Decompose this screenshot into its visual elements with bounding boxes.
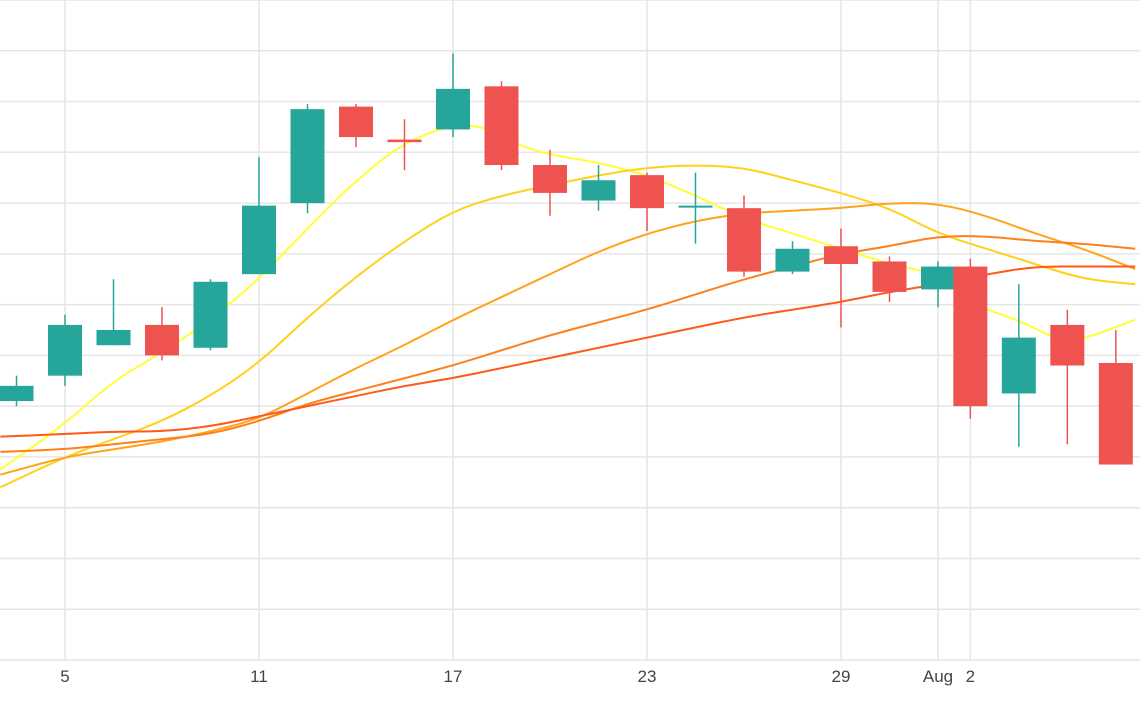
candle-body — [775, 248, 810, 272]
x-tick-label: 11 — [250, 667, 268, 686]
candle-body — [1001, 337, 1036, 394]
x-tick-label: 2 — [966, 667, 975, 686]
candles — [0, 53, 1133, 465]
candle-body — [581, 180, 616, 201]
candle-body — [872, 261, 907, 292]
candle — [581, 165, 616, 211]
candle-body — [436, 88, 470, 130]
candle-body — [678, 205, 713, 208]
candle — [484, 81, 519, 171]
x-tick-label: 17 — [444, 667, 463, 686]
candle — [145, 307, 179, 361]
candle-body — [630, 175, 664, 209]
moving-average-line-4 — [0, 235, 1136, 453]
candle-body — [953, 266, 988, 407]
candle-body — [533, 165, 567, 193]
candle — [436, 53, 470, 138]
candle-body — [145, 324, 179, 356]
candle-body — [1098, 363, 1133, 465]
candle — [290, 104, 325, 214]
candle-body — [290, 109, 325, 204]
candle-body — [193, 281, 228, 348]
candle — [1098, 330, 1133, 465]
candle — [678, 172, 713, 244]
candle — [193, 279, 228, 351]
candle-body — [824, 246, 858, 264]
x-tick-label: 5 — [60, 667, 69, 686]
candle — [1050, 309, 1085, 445]
candle-body — [1050, 324, 1085, 366]
candle — [824, 228, 858, 328]
candle — [96, 279, 131, 346]
candle-body — [727, 208, 761, 272]
candle — [953, 258, 988, 419]
candle-body — [0, 385, 34, 402]
candle — [387, 119, 422, 171]
candle — [242, 157, 276, 275]
candle-body — [96, 330, 131, 346]
candle — [48, 314, 82, 386]
candle — [339, 104, 373, 148]
candle — [921, 261, 955, 308]
candle-body — [484, 86, 519, 165]
candle-body — [339, 106, 373, 138]
candle-body — [48, 324, 82, 376]
candle-body — [242, 205, 276, 275]
candle — [1001, 284, 1036, 447]
candle — [0, 375, 34, 407]
candle — [872, 256, 907, 303]
x-tick-label: Aug — [923, 667, 953, 686]
candle-body — [387, 139, 422, 143]
x-tick-label: 23 — [638, 667, 657, 686]
x-axis-ticks: 5 11 17 23 29 Aug 2 — [60, 667, 975, 686]
moving-average-line-2 — [0, 164, 1136, 489]
candle — [727, 195, 761, 277]
x-tick-label: 29 — [832, 667, 851, 686]
candle — [775, 241, 810, 275]
candle-body — [921, 266, 955, 290]
candle — [630, 172, 664, 231]
candle — [533, 149, 567, 216]
